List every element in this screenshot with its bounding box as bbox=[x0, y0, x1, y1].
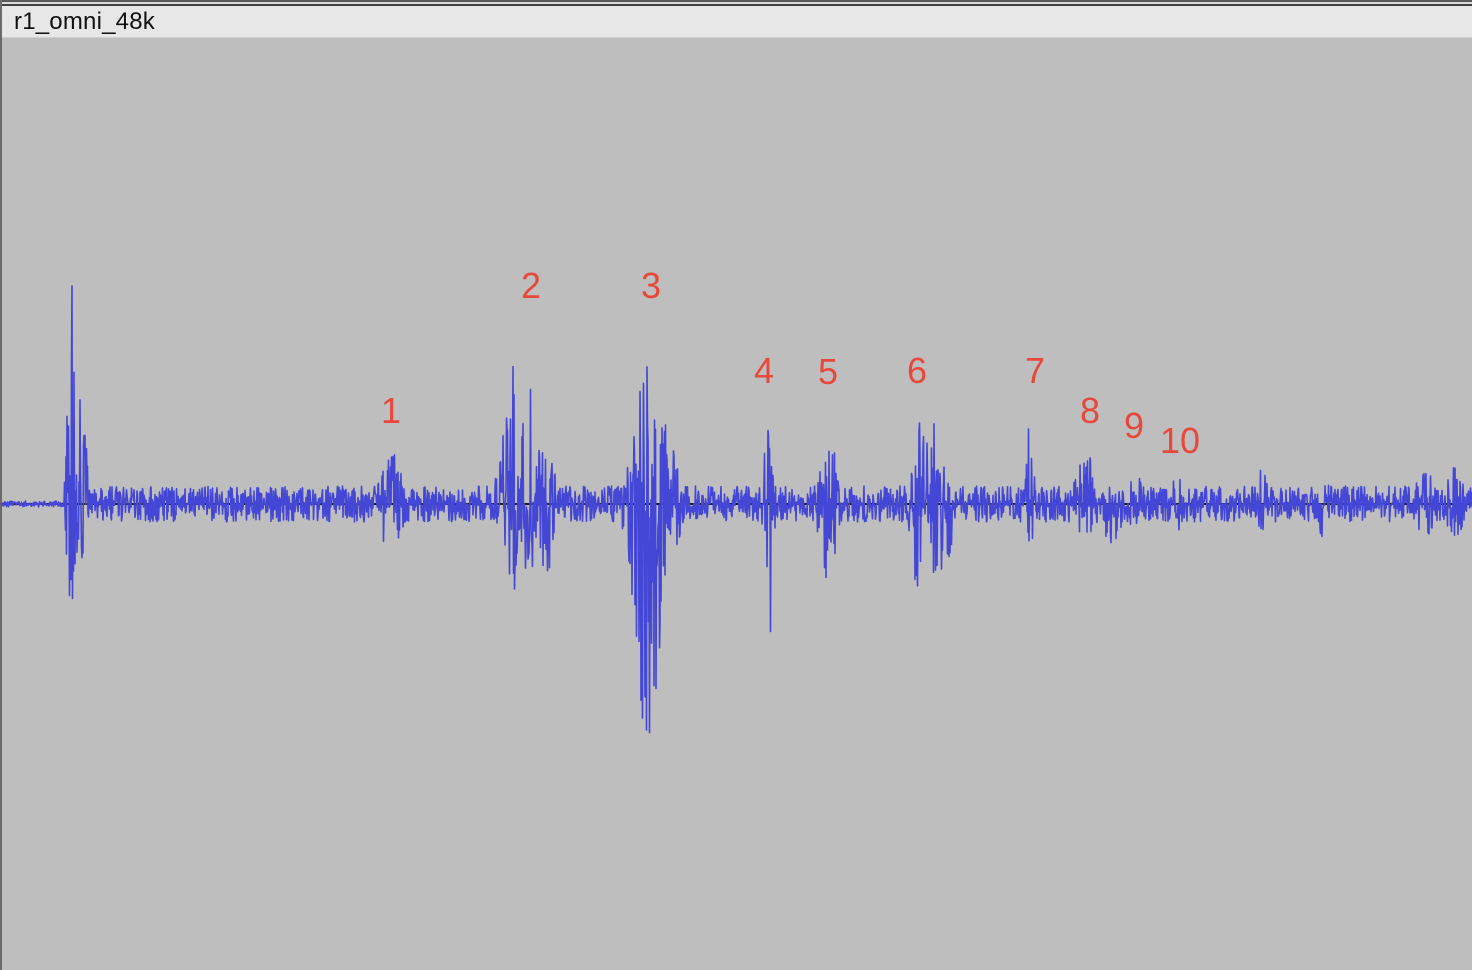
marker-label-9: 9 bbox=[1124, 405, 1144, 446]
marker-label-7: 7 bbox=[1025, 350, 1045, 391]
marker-label-8: 8 bbox=[1080, 390, 1100, 431]
track-name-label[interactable]: r1_omni_48k bbox=[14, 8, 155, 35]
marker-label-4: 4 bbox=[754, 350, 774, 391]
track-name-bar[interactable]: r1_omni_48k bbox=[2, 6, 1472, 38]
waveform-trace[interactable] bbox=[1, 285, 1472, 734]
marker-label-1: 1 bbox=[381, 390, 401, 431]
marker-label-5: 5 bbox=[818, 351, 838, 392]
window-top-border bbox=[0, 0, 1472, 6]
marker-label-6: 6 bbox=[907, 350, 927, 391]
window-left-border bbox=[0, 0, 2, 970]
marker-labels: 1 2 3 4 5 6 7 8 9 10 bbox=[381, 265, 1200, 461]
marker-label-10: 10 bbox=[1160, 420, 1200, 461]
marker-label-3: 3 bbox=[641, 265, 661, 306]
marker-label-2: 2 bbox=[521, 265, 541, 306]
